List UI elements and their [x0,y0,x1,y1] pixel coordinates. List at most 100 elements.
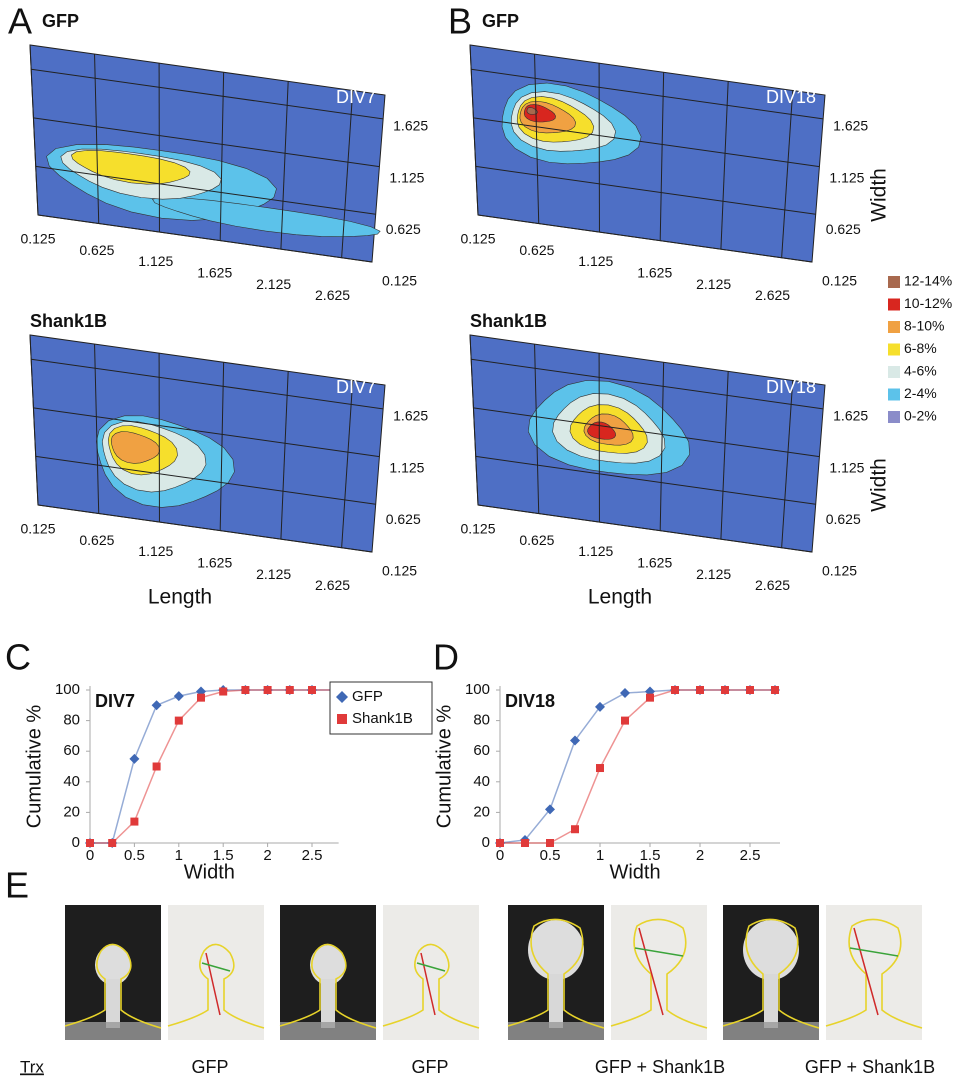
width-line [849,947,899,957]
grid-line [94,344,100,514]
marker [108,839,117,847]
x-tick-label: 0.125 [460,521,495,537]
grid-line [469,334,479,506]
y-tick-label: 20 [473,803,490,820]
grid-line [781,90,794,258]
series-line [90,689,335,844]
y-tick-label: 1.125 [389,169,424,185]
spine-signal [528,920,584,980]
y-tick-label: 0.625 [826,221,861,237]
grid-line [29,334,39,506]
marker [263,686,272,694]
x-tick-label: 0.125 [460,231,495,247]
x-tick-label: 2.125 [256,276,291,292]
spine-signal [743,920,799,980]
marker [130,817,139,826]
y-tick-label: 60 [473,742,490,759]
marker [596,764,604,773]
grid-line [37,214,373,263]
legend-marker [337,714,347,724]
micrograph [383,905,479,1040]
panel-letter: D [433,637,459,678]
x-tick-label: 2.625 [755,287,790,303]
legend-label: 12-14% [904,273,952,289]
marker [771,686,779,694]
spine-outline [279,943,377,1029]
x-tick-label: 1.125 [138,543,173,559]
marker [152,762,161,771]
dendrite-signal [508,1022,604,1040]
grid-line [280,81,289,250]
x-tick-label: 0 [496,847,504,864]
y-axis-label: Width [868,168,891,222]
annotation: DIV18 [766,87,816,107]
micrograph [826,905,922,1040]
panel-letter: C [5,637,31,678]
y-tick-label: 40 [473,773,490,790]
x-axis-label: Length [588,586,652,609]
x-tick-label: 1 [596,847,604,864]
grid-line [29,44,39,216]
annotation: DIV7 [336,87,376,107]
grid-line [473,117,820,168]
caption: GFP [191,1057,228,1077]
marker [620,688,630,699]
y-tick-label: 0.125 [382,563,417,579]
x-tick-label: 1.125 [138,253,173,269]
y-tick-label: 0.125 [382,273,417,289]
y-tick-label: 1.125 [829,169,864,185]
y-tick-label: 0.125 [822,273,857,289]
x-tick-label: 0.625 [79,242,114,258]
x-tick-label: 0.125 [20,521,55,537]
y-tick-label: 20 [63,803,80,820]
x-tick-label: 0.625 [79,532,114,548]
x-tick-label: 1.625 [637,555,672,571]
marker [570,735,580,746]
marker [595,701,605,712]
legend-marker [336,691,348,703]
x-tick-label: 0 [86,847,94,864]
length-line [853,927,879,1016]
grid-line [341,90,354,258]
grid-line [33,407,380,458]
legend-label: 2-4% [904,385,937,401]
y-tick-label: 1.125 [389,459,424,475]
grid-line [341,380,354,548]
y-tick-label: 0 [72,834,80,851]
micrograph [611,905,707,1040]
length-line [205,952,221,1016]
marker [285,686,294,694]
y-tick-label: 80 [473,712,490,729]
y-tick-label: 1.625 [833,118,868,134]
panel-letter: A [8,1,32,42]
y-tick-label: 1.625 [393,408,428,424]
caption: GFP + Shank1B [595,1057,725,1077]
marker [219,687,228,696]
x-tick-label: 1 [175,847,183,864]
caption: GFP + Shank1B [805,1057,935,1077]
marker [496,839,504,847]
marker [241,686,250,694]
chart-title: DIV18 [505,691,555,711]
spine-outline [825,918,923,1029]
grid-line [280,371,289,540]
grid-line [35,165,376,215]
grid-line [31,358,384,410]
grid-line [477,504,813,553]
grid-line [219,72,225,241]
grid-line [35,455,376,505]
x-tick-label: 0.5 [124,847,145,864]
marker [646,693,654,702]
spine-signal [95,945,131,985]
grid-line [720,81,729,250]
spine-outline [167,943,265,1029]
y-axis-label: Cumulative % [433,705,455,829]
grid-line [219,362,225,531]
grid-line [33,117,380,168]
spine-signal [310,945,346,985]
marker [86,839,94,847]
x-tick-label: 0.5 [540,847,561,864]
legend-label: 10-12% [904,295,952,311]
y-tick-label: 100 [55,681,80,698]
micrograph [168,905,264,1040]
